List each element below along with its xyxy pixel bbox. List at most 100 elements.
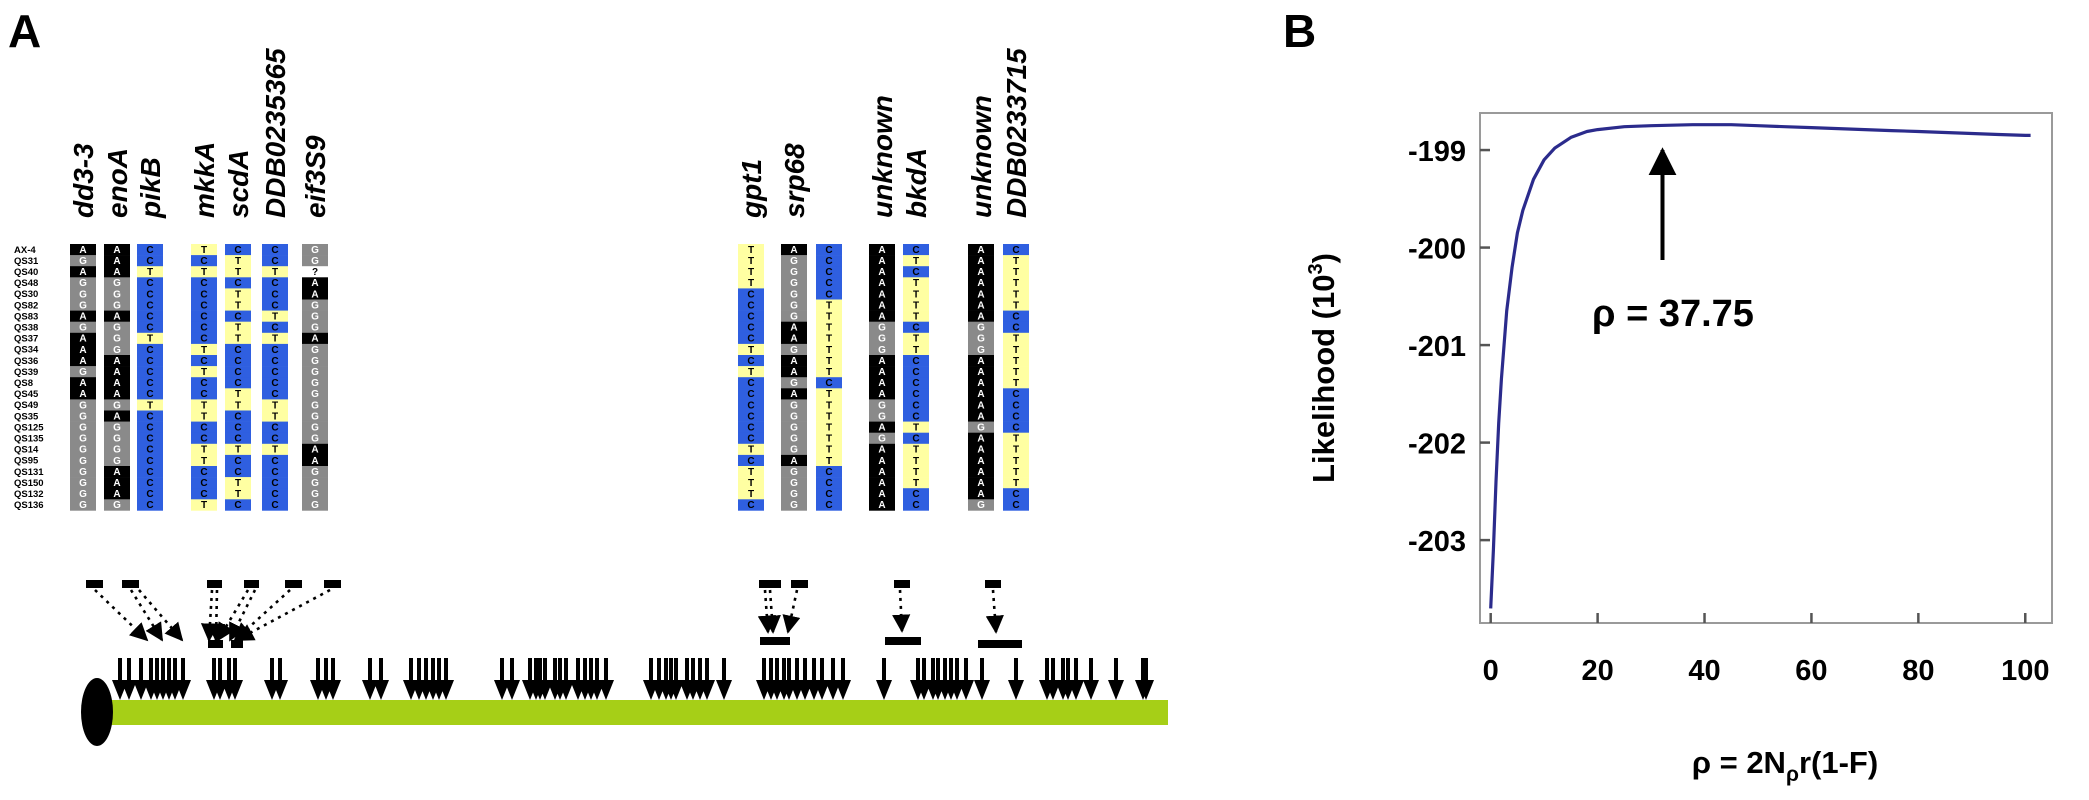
base-letter: T — [201, 267, 207, 278]
base-cell — [1003, 488, 1029, 500]
base-letter: C — [1012, 389, 1019, 400]
base-cell — [781, 466, 807, 478]
base-letter: T — [748, 478, 754, 489]
base-cell — [302, 499, 328, 511]
base-cell — [869, 410, 895, 422]
base-letter: G — [311, 400, 319, 411]
base-letter: T — [748, 345, 754, 356]
mapping-line — [94, 589, 149, 642]
strain-label: AX-4 — [14, 245, 36, 256]
base-cell — [1003, 343, 1029, 356]
base-cell — [302, 454, 328, 467]
base-letter: C — [200, 312, 207, 323]
snp-arrow — [504, 658, 520, 700]
base-cell — [1003, 421, 1029, 433]
strain-label: QS48 — [14, 278, 38, 289]
base-letter: C — [912, 356, 919, 367]
base-letter: T — [201, 367, 207, 378]
base-cell — [781, 488, 807, 500]
snp-arrows — [112, 658, 1154, 700]
base-cell — [781, 421, 807, 433]
snp-arrow — [668, 658, 684, 700]
base-cell — [137, 421, 163, 433]
snp-arrow — [699, 658, 715, 700]
base-letter: C — [747, 312, 754, 323]
base-cell — [869, 266, 895, 278]
base-letter: C — [234, 411, 241, 422]
base-cell — [903, 432, 929, 445]
base-letter: T — [1013, 267, 1019, 278]
base-cell — [738, 355, 764, 367]
base-letter: G — [790, 378, 798, 389]
base-letter: G — [79, 411, 87, 422]
base-letter: T — [235, 389, 241, 400]
base-letter: A — [79, 345, 86, 356]
base-letter: T — [826, 312, 832, 323]
base-letter: C — [825, 289, 832, 300]
mapping-line — [762, 589, 781, 634]
base-letter: A — [977, 389, 984, 400]
base-letter: C — [234, 367, 241, 378]
base-cell — [903, 377, 929, 389]
base-cell — [191, 477, 217, 489]
base-cell — [137, 244, 163, 256]
base-cell — [781, 454, 807, 467]
locus-marker — [122, 580, 139, 588]
base-letter: A — [790, 389, 797, 400]
base-cell — [1003, 410, 1029, 422]
strain-label: QS83 — [14, 311, 38, 322]
base-cell — [104, 377, 130, 389]
base-letter: A — [878, 478, 885, 489]
base-cell — [225, 477, 251, 489]
base-letter: A — [977, 467, 984, 478]
mapping-line — [757, 589, 776, 634]
strain-label: QS150 — [14, 478, 44, 489]
mapping-line — [200, 589, 220, 642]
base-cell — [225, 410, 251, 422]
base-letter: G — [113, 445, 121, 456]
base-letter: A — [977, 411, 984, 422]
base-letter: G — [311, 434, 319, 445]
base-letter: C — [146, 434, 153, 445]
base-cell — [104, 399, 130, 411]
centromere — [81, 678, 113, 746]
base-letter: C — [146, 389, 153, 400]
base-cell — [262, 244, 288, 256]
base-letter: T — [826, 389, 832, 400]
base-cell — [70, 477, 96, 489]
base-letter: C — [146, 423, 153, 434]
base-letter: C — [747, 289, 754, 300]
base-cell — [262, 266, 288, 278]
base-cell — [70, 488, 96, 500]
base-cell — [262, 377, 288, 389]
base-cell — [262, 255, 288, 267]
base-letter: A — [878, 378, 885, 389]
strain-label: QS95 — [14, 456, 39, 467]
base-cell — [968, 443, 994, 456]
strain-label: QS45 — [14, 389, 39, 400]
base-cell — [70, 310, 96, 322]
base-cell — [781, 432, 807, 445]
base-cell — [302, 299, 328, 311]
base-letter: C — [271, 300, 278, 311]
base-cell — [816, 310, 842, 322]
base-letter: C — [271, 423, 278, 434]
base-letter: G — [790, 467, 798, 478]
base-cell — [903, 321, 929, 334]
snp-arrow — [814, 658, 830, 700]
base-letter: A — [113, 256, 120, 267]
base-cell — [903, 466, 929, 478]
base-letter: C — [234, 378, 241, 389]
base-cell — [816, 332, 842, 345]
base-letter: T — [235, 334, 241, 345]
mapping-line — [892, 589, 911, 633]
base-cell — [903, 266, 929, 278]
base-letter: G — [311, 367, 319, 378]
base-cell — [302, 443, 328, 456]
base-letter: T — [1013, 289, 1019, 300]
base-cell — [903, 477, 929, 489]
snp-arrow — [974, 658, 990, 700]
base-letter: C — [1012, 323, 1019, 334]
